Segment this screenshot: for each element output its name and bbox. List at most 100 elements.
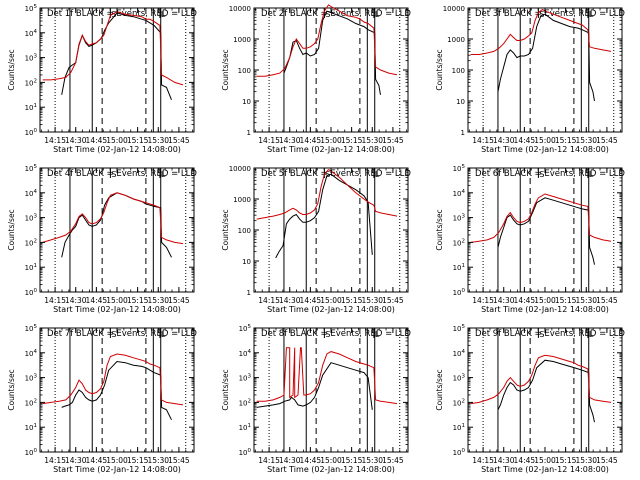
flag-marker-label: L [375,170,380,179]
y-tick-label: 100 [239,448,252,457]
x-tick-label: 15:00 [320,296,342,305]
x-tick-label: 15:15 [555,136,577,145]
x-tick-label: 14:30 [279,136,301,145]
x-tick-label: 15:00 [320,456,342,465]
y-tick-label: 100 [25,128,38,137]
x-tick-label: 14:45 [300,136,322,145]
y-axis-title: Counts/sec [221,209,230,250]
x-tick-label: 15:00 [106,136,128,145]
y-tick-label: 105 [25,164,38,173]
x-tick-label: 14:30 [493,136,515,145]
x-axis-title: Start Time (02-Jan-12 14:08:00) [53,145,181,154]
x-axis-title: Start Time (02-Jan-12 14:08:00) [267,305,395,314]
x-tick-label: 15:15 [555,456,577,465]
plot-frame [39,327,195,453]
y-tick-label: 100 [452,67,465,75]
y-tick-label: 105 [25,4,38,13]
flag-marker-label: S [539,10,544,19]
y-tick-label: 101 [239,423,251,432]
lld-series-line [42,353,184,406]
flag-marker-label: L [161,330,166,339]
chart-title: Det 2f BLACK = Events, RED = LLD [261,9,411,19]
x-tick-label: 14:45 [86,456,108,465]
flag-marker-label: S [325,330,330,339]
x-tick-label: 14:45 [514,296,536,305]
x-tick-label: 14:45 [514,136,536,145]
y-tick-label: 1000 [233,196,251,204]
x-tick-label: 15:15 [127,456,149,465]
y-tick-label: 101 [25,423,37,432]
plot-frame [253,7,409,133]
y-tick-label: 1000 [447,36,465,44]
x-tick-label: 15:30 [147,296,169,305]
y-axis-title: Counts/sec [435,209,444,250]
chart-title: Det 5f BLACK = Events, RED = LLD [261,169,411,179]
y-tick-label: 103 [453,374,466,383]
chart-title: Det 8f BLACK = Events, RED = LLD [261,329,411,339]
y-tick-label: 100 [25,288,38,297]
plot-frame [467,7,623,133]
x-tick-label: 15:00 [106,296,128,305]
flag-marker-label: S [111,170,116,179]
y-tick-label: 1000 [233,36,251,44]
x-tick-label: 15:00 [320,136,342,145]
events-series-line [61,192,172,258]
x-tick-label: 14:45 [514,456,536,465]
x-tick-label: 14:30 [279,456,301,465]
y-tick-label: 103 [239,374,252,383]
lld-series-line [256,168,398,220]
x-tick-label: 15:45 [168,296,190,305]
flag-marker-label: L [589,170,594,179]
plot-frame [253,327,409,453]
x-tick-label: 14:15 [258,296,280,305]
x-tick-label: 15:00 [534,296,556,305]
flag-marker-label: S [539,170,544,179]
x-tick-label: 14:30 [65,136,87,145]
y-tick-label: 1 [461,129,465,137]
chart-title: Det 7f BLACK = Events, RED = LLD [47,329,197,339]
x-tick-label: 15:15 [341,296,363,305]
y-tick-label: 10000 [229,5,251,13]
chart-title: Det 9f BLACK = Events, RED = LLD [475,329,625,339]
x-tick-label: 14:15 [44,136,66,145]
flag-marker-label: L [589,10,594,19]
y-tick-label: 100 [25,448,38,457]
x-tick-label: 14:15 [258,456,280,465]
x-tick-label: 15:45 [382,456,404,465]
lld-series-line [42,192,184,245]
x-axis-title: Start Time (02-Jan-12 14:08:00) [267,145,395,154]
plot-frame [467,167,623,293]
x-tick-label: 15:00 [534,136,556,145]
plot-frame [39,7,195,133]
y-tick-label: 105 [453,164,466,173]
y-tick-label: 100 [238,67,251,75]
x-axis-title: Start Time (02-Jan-12 14:08:00) [481,305,609,314]
y-tick-label: 104 [25,189,38,198]
events-series-line [256,362,373,410]
flag-marker-label: L [375,330,380,339]
x-tick-label: 14:15 [258,136,280,145]
y-tick-label: 104 [25,349,38,358]
lld-series-line [256,4,398,77]
y-axis-title: Counts/sec [435,49,444,90]
x-tick-label: 14:45 [86,136,108,145]
y-tick-label: 1 [247,129,251,137]
y-tick-label: 10 [456,98,465,106]
x-axis-title: Start Time (02-Jan-12 14:08:00) [53,465,181,474]
y-tick-label: 102 [25,238,37,247]
y-tick-label: 102 [25,398,37,407]
x-tick-label: 15:45 [382,296,404,305]
y-axis-title: Counts/sec [221,369,230,410]
x-axis-title: Start Time (02-Jan-12 14:08:00) [481,145,609,154]
events-series-line [61,12,172,100]
x-tick-label: 14:15 [472,456,494,465]
flag-marker-label: L [161,170,166,179]
events-series-line [275,173,373,259]
y-tick-label: 102 [25,78,37,87]
x-tick-label: 15:15 [341,136,363,145]
